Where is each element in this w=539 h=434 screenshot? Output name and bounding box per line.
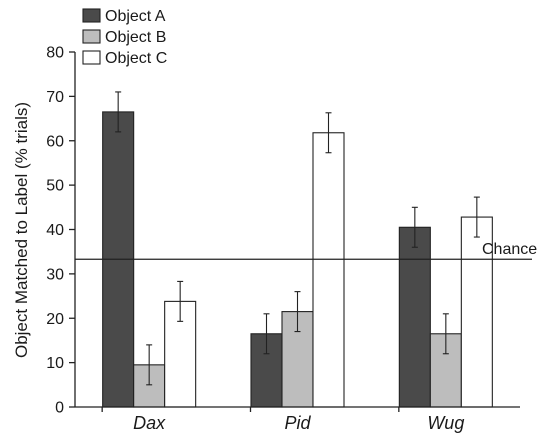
y-tick-label: 50: [46, 178, 64, 195]
legend-label: Object C: [105, 50, 167, 67]
y-tick-label: 10: [46, 355, 64, 372]
y-tick-label: 80: [46, 45, 64, 62]
legend-label: Object A: [105, 8, 166, 25]
legend-item: Object C: [82, 50, 167, 67]
error-bar: [294, 291, 301, 333]
error-bar: [473, 196, 480, 238]
error-bar: [263, 313, 270, 355]
error-bar: [325, 112, 332, 154]
x-category-label: Wug: [427, 413, 464, 433]
x-category-label: Pid: [284, 413, 311, 433]
chance-label: Chance: [482, 241, 537, 258]
error-bar: [411, 206, 418, 248]
y-axis-label: Object Matched to Label (% trials): [12, 102, 31, 358]
y-tick-label: 40: [46, 222, 64, 239]
legend-swatch: [82, 8, 101, 23]
y-tick-label: 0: [55, 400, 64, 417]
legend: Object A Object B Object C: [82, 8, 167, 67]
error-bar: [177, 280, 184, 322]
legend-item: Object A: [82, 8, 166, 25]
bars: [102, 91, 493, 408]
legend-swatch: [82, 50, 101, 65]
bar-object-a-wug: [398, 226, 431, 408]
x-axis: Dax Pid Wug: [75, 406, 520, 433]
error-bar: [115, 91, 122, 133]
x-category-label: Dax: [133, 413, 166, 433]
legend-item: Object B: [82, 29, 166, 46]
y-tick-label: 30: [46, 266, 64, 283]
error-bar: [146, 344, 153, 386]
legend-label: Object B: [105, 29, 166, 46]
legend-swatch: [82, 29, 101, 44]
error-bar: [442, 313, 449, 355]
chance-line: Chance: [75, 241, 537, 260]
y-tick-label: 60: [46, 133, 64, 150]
bar-object-c-pid: [312, 132, 345, 408]
y-tick-label: 20: [46, 311, 64, 328]
y-axis: 0 10 20 30 40 50 60 70 80: [46, 45, 76, 417]
y-tick-label: 70: [46, 89, 64, 106]
